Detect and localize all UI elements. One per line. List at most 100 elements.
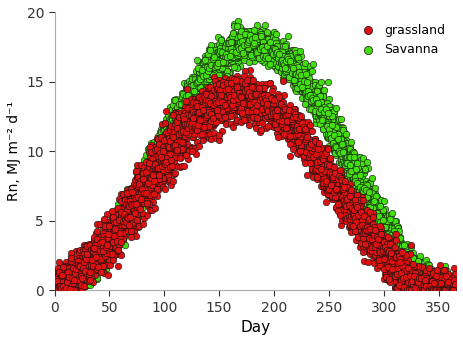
Savanna xyxy=(438,278,445,283)
Savanna xyxy=(117,238,124,244)
Savanna xyxy=(330,126,337,131)
Savanna xyxy=(123,186,131,191)
grassland xyxy=(363,241,371,247)
Savanna xyxy=(363,201,371,206)
grassland xyxy=(134,197,142,202)
Savanna xyxy=(143,173,150,178)
Savanna xyxy=(327,131,335,136)
grassland xyxy=(417,287,425,293)
grassland xyxy=(238,91,245,97)
grassland xyxy=(67,250,75,255)
Savanna xyxy=(94,255,101,261)
Savanna xyxy=(326,118,334,124)
grassland xyxy=(307,152,315,158)
grassland xyxy=(356,223,363,229)
Savanna xyxy=(94,261,101,266)
grassland xyxy=(381,250,388,255)
grassland xyxy=(244,101,251,107)
Savanna xyxy=(266,40,273,45)
Savanna xyxy=(250,39,258,44)
Savanna xyxy=(217,48,224,53)
Savanna xyxy=(451,287,459,293)
Savanna xyxy=(181,110,189,115)
Savanna xyxy=(145,168,153,173)
grassland xyxy=(94,228,101,234)
Savanna xyxy=(404,255,412,261)
Savanna xyxy=(208,56,215,62)
Savanna xyxy=(323,101,330,106)
grassland xyxy=(270,113,278,118)
Savanna xyxy=(447,281,454,286)
Savanna xyxy=(145,145,153,150)
Savanna xyxy=(149,167,156,172)
grassland xyxy=(330,179,337,185)
grassland xyxy=(174,136,181,142)
Savanna xyxy=(192,84,200,89)
grassland xyxy=(351,213,359,219)
Savanna xyxy=(323,104,330,109)
Savanna xyxy=(335,136,342,142)
grassland xyxy=(223,111,231,117)
Savanna xyxy=(79,287,87,293)
grassland xyxy=(299,148,306,154)
Savanna xyxy=(250,52,258,57)
grassland xyxy=(399,259,406,264)
Savanna xyxy=(436,281,443,286)
grassland xyxy=(355,227,362,233)
grassland xyxy=(413,274,420,280)
Savanna xyxy=(180,93,188,98)
grassland xyxy=(56,283,64,289)
Savanna xyxy=(157,159,165,165)
Savanna xyxy=(53,287,61,293)
grassland xyxy=(219,91,226,96)
grassland xyxy=(189,104,196,109)
grassland xyxy=(415,275,422,281)
grassland xyxy=(86,264,94,269)
Savanna xyxy=(334,131,341,136)
grassland xyxy=(126,223,134,228)
grassland xyxy=(388,265,395,271)
Savanna xyxy=(443,283,450,289)
grassland xyxy=(239,81,247,86)
grassland xyxy=(292,135,300,141)
Savanna xyxy=(236,63,244,69)
grassland xyxy=(183,129,191,134)
grassland xyxy=(99,263,106,269)
grassland xyxy=(106,226,113,231)
Savanna xyxy=(429,287,437,293)
grassland xyxy=(209,99,216,105)
Savanna xyxy=(425,287,432,293)
Savanna xyxy=(359,187,367,192)
Savanna xyxy=(323,125,330,131)
grassland xyxy=(293,123,300,129)
grassland xyxy=(429,287,437,293)
Savanna xyxy=(272,56,280,61)
Savanna xyxy=(205,71,212,77)
Savanna xyxy=(200,87,207,93)
Savanna xyxy=(268,57,275,62)
Savanna xyxy=(447,287,454,293)
Savanna xyxy=(431,273,438,278)
grassland xyxy=(63,281,70,287)
grassland xyxy=(63,278,70,283)
grassland xyxy=(63,273,70,279)
Savanna xyxy=(281,65,288,71)
Savanna xyxy=(277,53,284,59)
grassland xyxy=(380,266,388,272)
Savanna xyxy=(179,116,187,121)
grassland xyxy=(322,199,329,205)
grassland xyxy=(229,102,236,107)
Savanna xyxy=(181,110,189,115)
grassland xyxy=(53,281,61,286)
grassland xyxy=(100,241,107,247)
Savanna xyxy=(83,278,90,283)
grassland xyxy=(169,178,177,183)
grassland xyxy=(163,152,170,157)
Savanna xyxy=(109,225,116,231)
Savanna xyxy=(104,244,111,250)
grassland xyxy=(72,262,79,268)
Savanna xyxy=(439,287,447,293)
Savanna xyxy=(419,266,426,271)
grassland xyxy=(295,136,303,142)
grassland xyxy=(435,287,442,293)
